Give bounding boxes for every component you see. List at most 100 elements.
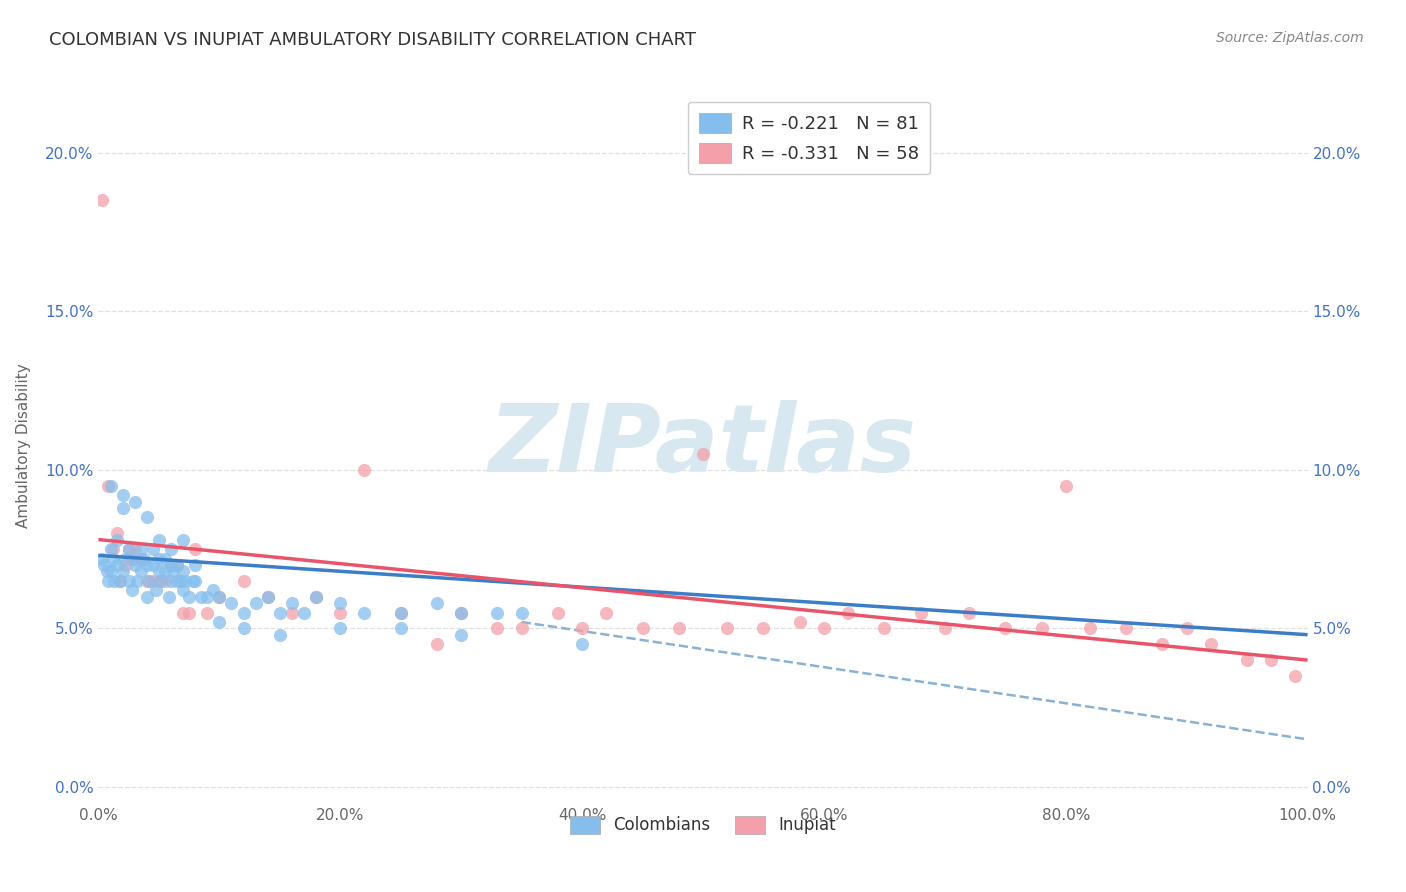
- Point: [135, 574, 157, 588]
- Point: [571, 621, 593, 635]
- Point: [103, 574, 125, 588]
- Point: [934, 621, 956, 635]
- Point: [142, 574, 165, 588]
- Point: [153, 564, 176, 578]
- Point: [716, 621, 738, 635]
- Point: [547, 606, 569, 620]
- Point: [101, 542, 124, 557]
- Point: [329, 596, 352, 610]
- Point: [837, 606, 859, 620]
- Point: [1260, 653, 1282, 667]
- Point: [179, 606, 201, 620]
- Point: [957, 606, 980, 620]
- Point: [184, 574, 207, 588]
- Point: [135, 590, 157, 604]
- Point: [195, 606, 218, 620]
- Point: [232, 621, 254, 635]
- Point: [353, 463, 375, 477]
- Point: [668, 621, 690, 635]
- Point: [184, 542, 207, 557]
- Point: [1031, 621, 1053, 635]
- Point: [752, 621, 775, 635]
- Point: [595, 606, 617, 620]
- Point: [93, 558, 115, 572]
- Point: [486, 621, 509, 635]
- Point: [145, 583, 167, 598]
- Point: [1284, 669, 1306, 683]
- Point: [148, 564, 170, 578]
- Point: [1054, 478, 1077, 492]
- Point: [1236, 653, 1258, 667]
- Text: Source: ZipAtlas.com: Source: ZipAtlas.com: [1216, 31, 1364, 45]
- Point: [153, 574, 176, 588]
- Point: [208, 590, 231, 604]
- Text: COLOMBIAN VS INUPIAT AMBULATORY DISABILITY CORRELATION CHART: COLOMBIAN VS INUPIAT AMBULATORY DISABILI…: [49, 31, 696, 49]
- Point: [208, 615, 231, 629]
- Point: [160, 542, 183, 557]
- Point: [450, 628, 472, 642]
- Point: [510, 606, 533, 620]
- Point: [353, 606, 375, 620]
- Y-axis label: Ambulatory Disability: Ambulatory Disability: [17, 364, 31, 528]
- Point: [124, 551, 146, 566]
- Point: [510, 621, 533, 635]
- Point: [162, 564, 184, 578]
- Point: [202, 583, 225, 598]
- Point: [118, 542, 141, 557]
- Point: [148, 551, 170, 566]
- Point: [305, 590, 328, 604]
- Point: [292, 606, 315, 620]
- Point: [269, 628, 291, 642]
- Point: [91, 551, 114, 566]
- Point: [150, 574, 173, 588]
- Point: [256, 590, 278, 604]
- Point: [142, 542, 165, 557]
- Point: [121, 551, 143, 566]
- Point: [1199, 637, 1222, 651]
- Point: [166, 574, 188, 588]
- Point: [256, 590, 278, 604]
- Point: [174, 574, 197, 588]
- Point: [789, 615, 811, 629]
- Point: [114, 551, 136, 566]
- Point: [129, 564, 152, 578]
- Point: [157, 590, 180, 604]
- Point: [450, 606, 472, 620]
- Point: [1152, 637, 1174, 651]
- Point: [179, 590, 201, 604]
- Point: [221, 596, 243, 610]
- Point: [100, 542, 122, 557]
- Point: [96, 564, 118, 578]
- Point: [813, 621, 835, 635]
- Point: [172, 606, 194, 620]
- Point: [426, 637, 449, 651]
- Point: [389, 606, 412, 620]
- Point: [166, 558, 188, 572]
- Point: [486, 606, 509, 620]
- Point: [111, 564, 134, 578]
- Point: [105, 558, 128, 572]
- Point: [1115, 621, 1137, 635]
- Point: [281, 596, 304, 610]
- Point: [114, 558, 136, 572]
- Point: [169, 574, 191, 588]
- Point: [160, 558, 183, 572]
- Point: [111, 488, 134, 502]
- Point: [166, 558, 188, 572]
- Point: [181, 574, 204, 588]
- Point: [100, 564, 122, 578]
- Text: ZIPatlas: ZIPatlas: [489, 400, 917, 492]
- Point: [389, 621, 412, 635]
- Point: [910, 606, 932, 620]
- Point: [1175, 621, 1198, 635]
- Point: [129, 542, 152, 557]
- Point: [692, 447, 714, 461]
- Point: [129, 551, 152, 566]
- Point: [269, 606, 291, 620]
- Point: [208, 590, 231, 604]
- Point: [100, 478, 122, 492]
- Point: [305, 590, 328, 604]
- Point: [329, 621, 352, 635]
- Point: [172, 583, 194, 598]
- Point: [195, 590, 218, 604]
